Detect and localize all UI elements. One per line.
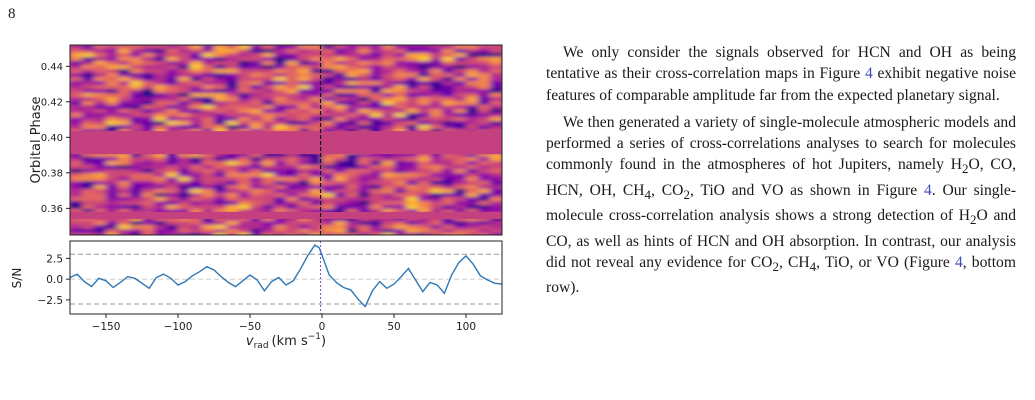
velocity-tick-label: −50 bbox=[239, 321, 261, 333]
velocity-tick-label: 50 bbox=[387, 321, 400, 333]
figure-ref-link[interactable]: 4 bbox=[954, 254, 963, 271]
paragraph-2: We then generated a variety of single-mo… bbox=[546, 113, 1017, 297]
masked-phase-band bbox=[70, 131, 502, 155]
page-number: 8 bbox=[8, 6, 16, 22]
velocity-tick-label: 0 bbox=[319, 321, 326, 333]
snr-curve bbox=[70, 244, 502, 308]
velocity-tick-label: −150 bbox=[92, 321, 121, 333]
figure-ref-link[interactable]: 4 bbox=[923, 181, 932, 199]
phase-tick-label: 0.44 bbox=[41, 62, 63, 73]
snr-tick-label: −2.5 bbox=[38, 295, 64, 307]
x-axis-label: vrad (km s−1) bbox=[246, 332, 326, 351]
y-axis-label-phase: Orbital Phase bbox=[29, 96, 44, 183]
figure-ref-link[interactable]: 4 bbox=[864, 65, 873, 83]
snr-ticks: 2.5 0.0 −2.5 bbox=[38, 253, 70, 307]
snr-tick-label: 2.5 bbox=[46, 253, 63, 265]
phase-tick-label: 0.42 bbox=[41, 97, 63, 108]
paragraph-1: We only consider the signals observed fo… bbox=[546, 44, 1017, 104]
map-frame bbox=[69, 44, 503, 236]
snr-tick-label: 0.0 bbox=[46, 274, 63, 286]
velocity-tick-label: −100 bbox=[164, 321, 193, 333]
text-column: We only consider the signals observed fo… bbox=[546, 42, 1016, 305]
snr-reference-lines bbox=[70, 253, 502, 305]
cross-correlation-map bbox=[70, 45, 502, 235]
phase-tick-label: 0.40 bbox=[41, 133, 63, 144]
masked-phase-band-lower bbox=[70, 211, 502, 220]
y-axis-label-snr: S/N bbox=[10, 268, 24, 289]
snr-frame bbox=[69, 240, 503, 315]
phase-tick-label: 0.36 bbox=[41, 204, 63, 215]
phase-ticks: 0.44 0.42 0.40 0.38 0.36 bbox=[41, 62, 70, 215]
phase-tick-label: 0.38 bbox=[41, 168, 63, 179]
velocity-ticks: −150 −100 −50 0 50 100 bbox=[92, 314, 476, 333]
velocity-tick-label: 100 bbox=[456, 321, 476, 333]
figure: 0.44 0.42 0.40 0.38 0.36 Orbital Phase 2.5 0.… bbox=[10, 44, 503, 351]
